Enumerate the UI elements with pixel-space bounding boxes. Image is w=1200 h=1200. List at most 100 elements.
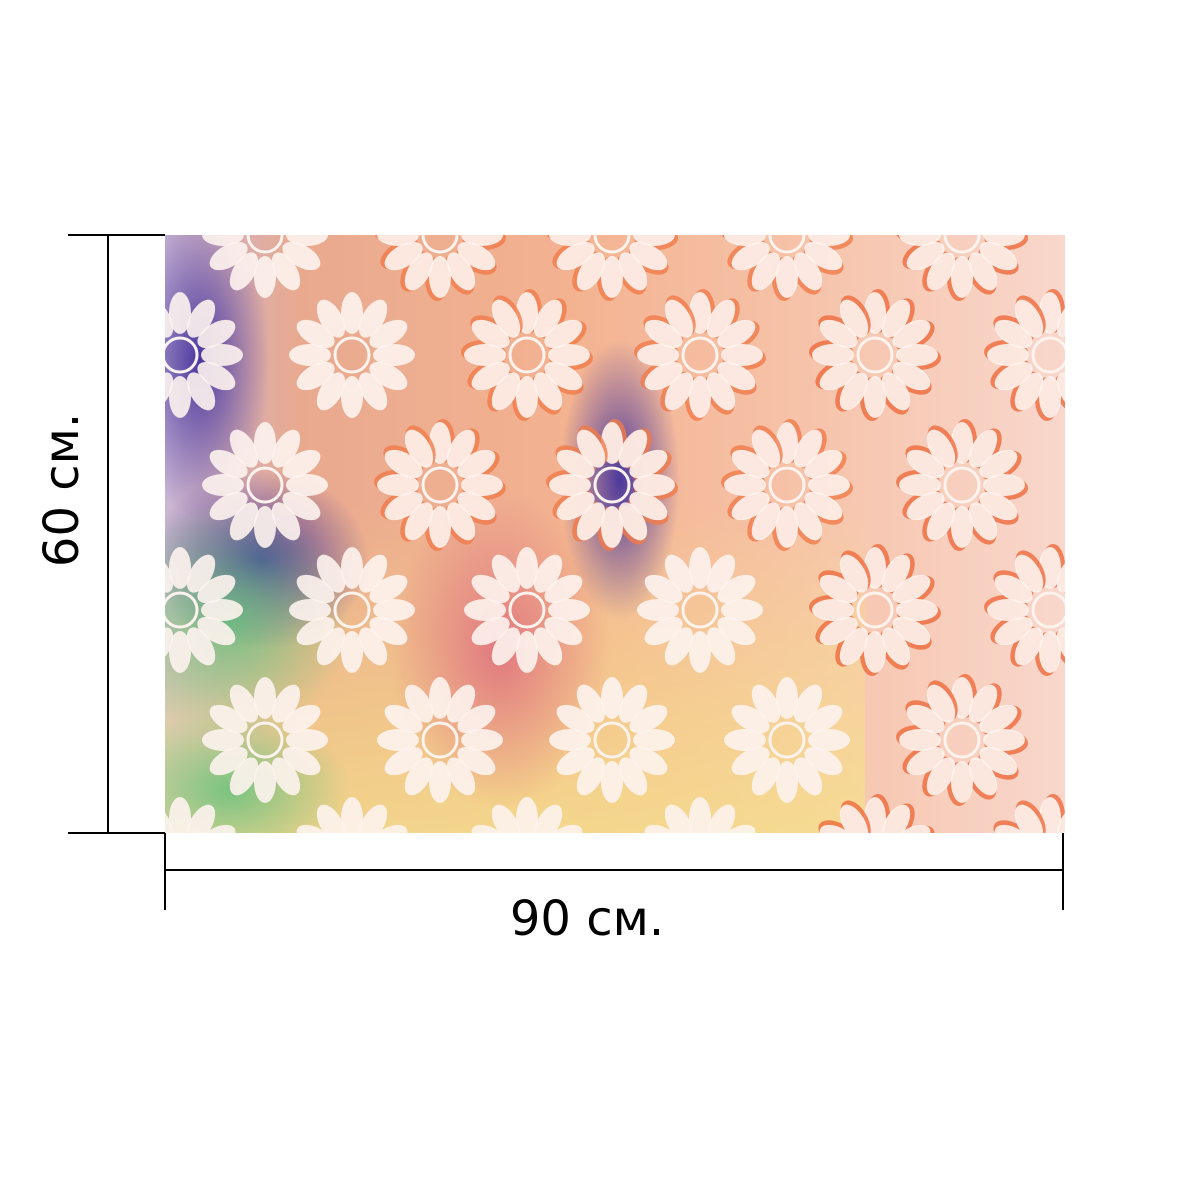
- petal: [601, 506, 623, 548]
- petal: [717, 616, 756, 646]
- petal: [286, 729, 328, 751]
- petal: [808, 729, 850, 751]
- petal: [1063, 819, 1110, 859]
- petal: [776, 172, 798, 214]
- petal: [839, 299, 869, 338]
- petal: [994, 361, 1033, 391]
- petal: [659, 873, 699, 920]
- petal: [751, 502, 781, 541]
- petal: [892, 574, 931, 604]
- flower: [721, 419, 853, 551]
- petal-shadow: [810, 858, 860, 901]
- petal: [169, 376, 191, 418]
- petal: [731, 241, 770, 271]
- petal: [471, 361, 510, 391]
- petal: [169, 797, 191, 833]
- petal-shadow: [1065, 569, 1115, 612]
- petal: [731, 746, 770, 776]
- petal: [906, 241, 945, 271]
- petal: [533, 554, 563, 593]
- petal: [369, 361, 408, 391]
- flower: [374, 173, 506, 301]
- petal: [202, 235, 244, 246]
- petal: [926, 429, 956, 468]
- petal: [316, 299, 346, 338]
- petal: [979, 491, 1018, 521]
- petal: [968, 429, 998, 468]
- petal: [358, 372, 388, 411]
- petal: [271, 429, 301, 468]
- petal: [471, 574, 510, 604]
- flower-ring: [246, 466, 284, 504]
- petal: [888, 861, 935, 901]
- petal: [637, 599, 679, 621]
- petal: [516, 547, 538, 589]
- petal-shadow: [1065, 314, 1115, 357]
- petal: [892, 616, 931, 646]
- petal: [165, 554, 174, 593]
- flower: [724, 677, 850, 803]
- petal: [229, 252, 259, 291]
- petal: [706, 804, 736, 833]
- petal: [983, 729, 1025, 751]
- petal: [429, 506, 451, 548]
- petal: [491, 299, 521, 338]
- petal: [839, 804, 869, 833]
- petal: [1071, 849, 1113, 871]
- petal: [629, 491, 668, 521]
- petal: [464, 344, 506, 366]
- petal: [548, 599, 590, 621]
- petal-shadow: [1072, 851, 1116, 875]
- petal: [637, 849, 679, 871]
- petal: [316, 804, 346, 833]
- petal-shadow: [378, 189, 428, 232]
- petal: [209, 491, 248, 521]
- petal: [1014, 627, 1044, 666]
- petal: [117, 599, 159, 621]
- petal: [169, 292, 191, 334]
- petal: [601, 256, 623, 298]
- petal: [296, 361, 335, 391]
- petal: [271, 252, 301, 291]
- petal: [282, 491, 321, 521]
- petal: [404, 502, 434, 541]
- petal: [576, 429, 606, 468]
- petal: [731, 449, 770, 479]
- petal: [404, 429, 434, 468]
- petal: [1039, 631, 1061, 673]
- petal: [721, 849, 763, 871]
- petal: [793, 252, 823, 291]
- petal: [516, 797, 538, 833]
- petal-shadow: [965, 173, 1008, 223]
- flower: [721, 172, 853, 301]
- petal: [373, 344, 415, 366]
- flower-ring: [593, 466, 631, 504]
- petal: [717, 361, 756, 391]
- dimension-lines: [68, 234, 1064, 910]
- petal-shadow: [443, 173, 486, 223]
- petal-shadow: [725, 189, 775, 232]
- petal: [533, 804, 563, 833]
- petal: [181, 873, 221, 920]
- petal-shadow: [1072, 601, 1116, 625]
- petal: [701, 873, 741, 920]
- flower-ring: [165, 591, 199, 629]
- petal-shadow: [985, 858, 1035, 901]
- petal: [713, 861, 760, 901]
- flower-ring: [333, 591, 371, 629]
- petal-shadow: [984, 845, 1028, 869]
- petal: [994, 824, 1033, 833]
- petal: [186, 627, 216, 666]
- petal: [983, 235, 1025, 246]
- petal: [117, 849, 159, 871]
- petal: [229, 757, 259, 796]
- flower: [984, 289, 1115, 421]
- petal: [746, 175, 786, 222]
- flower-ring: [943, 466, 981, 504]
- petal: [804, 241, 843, 271]
- petal: [254, 761, 276, 803]
- flower: [202, 677, 328, 803]
- petal: [727, 194, 774, 234]
- petal: [446, 252, 476, 291]
- petal-shadow: [1062, 358, 1112, 401]
